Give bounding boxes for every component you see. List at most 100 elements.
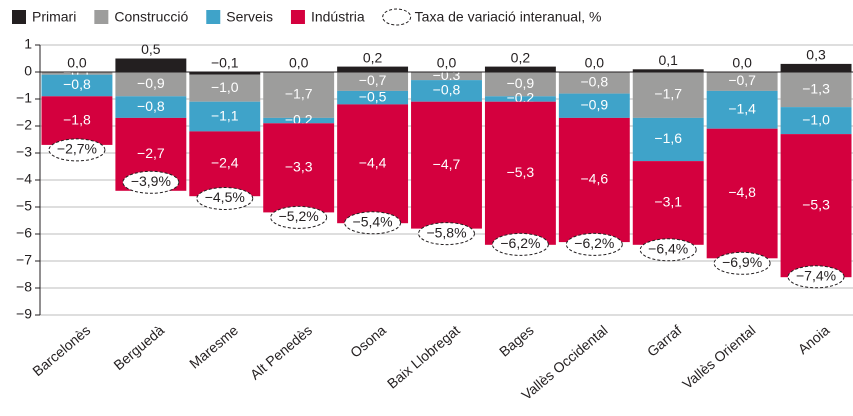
bar-segment xyxy=(706,72,778,91)
rate-marker xyxy=(565,232,623,256)
bar-segment xyxy=(558,117,630,243)
value-label: −0,8 xyxy=(63,76,91,92)
rate-label: −5,4% xyxy=(353,214,393,230)
bar-segment xyxy=(411,101,482,229)
y-tick-label: −4 xyxy=(16,171,32,187)
bar-segment xyxy=(632,72,704,118)
rate-marker xyxy=(344,211,402,235)
value-label: −1,8 xyxy=(63,111,91,127)
value-label: 0,0 xyxy=(289,55,309,71)
bar-segment xyxy=(189,131,261,197)
rate-label: −4,5% xyxy=(205,189,245,205)
value-label: −1,0 xyxy=(802,111,830,127)
bar-segment xyxy=(632,69,704,72)
value-label: −2,7 xyxy=(137,145,165,161)
rate-label: −7,4% xyxy=(796,268,836,284)
rate-label: −2,7% xyxy=(57,141,97,157)
bar-segment xyxy=(337,66,409,72)
bar-segment xyxy=(411,72,482,81)
value-label: −0,3 xyxy=(433,67,461,83)
bar-segment xyxy=(706,90,778,129)
bar-segment xyxy=(780,72,852,108)
x-tick-label: Maresme xyxy=(186,322,241,372)
value-label: −1,3 xyxy=(802,80,830,96)
rate-marker xyxy=(787,265,845,289)
bar-segment xyxy=(115,58,187,72)
value-label: −0,9 xyxy=(507,75,535,91)
value-label: 0,3 xyxy=(806,47,826,63)
value-label: 0,0 xyxy=(437,55,457,71)
value-label: −2,4 xyxy=(211,155,239,171)
x-tick-label: Barcelonès xyxy=(29,322,93,379)
bar-segment xyxy=(41,74,113,97)
value-label: −0,1 xyxy=(211,55,239,71)
bar-segment xyxy=(337,104,409,224)
value-label: −3,3 xyxy=(285,159,313,175)
legend-swatch xyxy=(94,10,109,24)
bar-segment xyxy=(41,72,113,75)
value-label: −1,7 xyxy=(654,86,682,102)
x-tick-label: Alt Penedès xyxy=(247,322,315,383)
value-label: −4,7 xyxy=(433,156,461,172)
legend-swatch xyxy=(290,10,305,24)
rate-label: −6,2% xyxy=(500,235,540,251)
y-tick-label: −7 xyxy=(16,252,32,268)
value-label: −0,9 xyxy=(137,75,165,91)
value-label: 0,1 xyxy=(658,52,678,68)
bar-segment xyxy=(484,101,556,245)
value-label: −1,0 xyxy=(211,79,239,95)
y-tick-label: 0 xyxy=(24,63,32,79)
legend-label: Construcció xyxy=(114,9,188,25)
bar-segment xyxy=(411,80,482,102)
y-tick-label: −2 xyxy=(16,117,32,133)
bar-segment xyxy=(484,72,556,97)
legend-swatch xyxy=(12,10,26,24)
rate-marker xyxy=(270,205,328,229)
value-label: −0,7 xyxy=(359,72,387,88)
rate-label: −6,4% xyxy=(648,241,688,257)
legend-ellipse xyxy=(382,8,412,26)
bar-segment xyxy=(189,74,261,102)
rate-marker xyxy=(639,238,697,262)
value-label: −0,8 xyxy=(580,74,608,90)
rate-label: −5,2% xyxy=(279,208,319,224)
bar-segment xyxy=(632,161,704,245)
bar-segment xyxy=(337,72,409,91)
rate-marker xyxy=(196,187,254,210)
value-label: 0,0 xyxy=(732,55,752,71)
value-label: 0,2 xyxy=(511,49,531,65)
x-tick-label: Berguedà xyxy=(110,322,167,373)
x-tick-label: Anoia xyxy=(795,322,833,357)
legend-label: Primari xyxy=(32,9,76,25)
bar-segment xyxy=(189,72,261,75)
bar-segment xyxy=(558,93,630,118)
bar-segment xyxy=(780,134,852,278)
rate-label: −3,9% xyxy=(131,173,171,189)
value-label: −0,9 xyxy=(580,96,608,112)
legend-label: Taxa de variació interanual, % xyxy=(415,9,602,25)
rate-label: −6,2% xyxy=(574,235,614,251)
bar-segment xyxy=(263,123,335,213)
rate-label: −5,8% xyxy=(426,224,466,240)
value-label: 0,2 xyxy=(363,49,383,65)
value-label: −5,3 xyxy=(802,196,830,212)
value-label: −3,1 xyxy=(654,194,682,210)
value-label: 0,5 xyxy=(141,41,161,57)
x-tick-label: Baix Llobregat xyxy=(384,322,463,392)
bar-segment xyxy=(484,96,556,102)
bar-segment xyxy=(780,63,852,72)
legend-swatch xyxy=(206,10,221,24)
value-label: −5,3 xyxy=(507,164,535,180)
rate-label: −6,9% xyxy=(722,254,762,270)
x-tick-label: Bages xyxy=(496,322,537,360)
value-label: −1,4 xyxy=(728,101,756,117)
x-tick-label: Osona xyxy=(347,322,389,361)
legend-label: Indústria xyxy=(311,9,365,25)
value-label: −4,6 xyxy=(580,171,608,187)
bar-segment xyxy=(706,128,778,259)
bar-segment xyxy=(263,117,335,124)
value-label: −4,8 xyxy=(728,184,756,200)
x-tick-label: Vallès Oriental xyxy=(679,322,758,392)
y-tick-label: 1 xyxy=(24,36,32,52)
